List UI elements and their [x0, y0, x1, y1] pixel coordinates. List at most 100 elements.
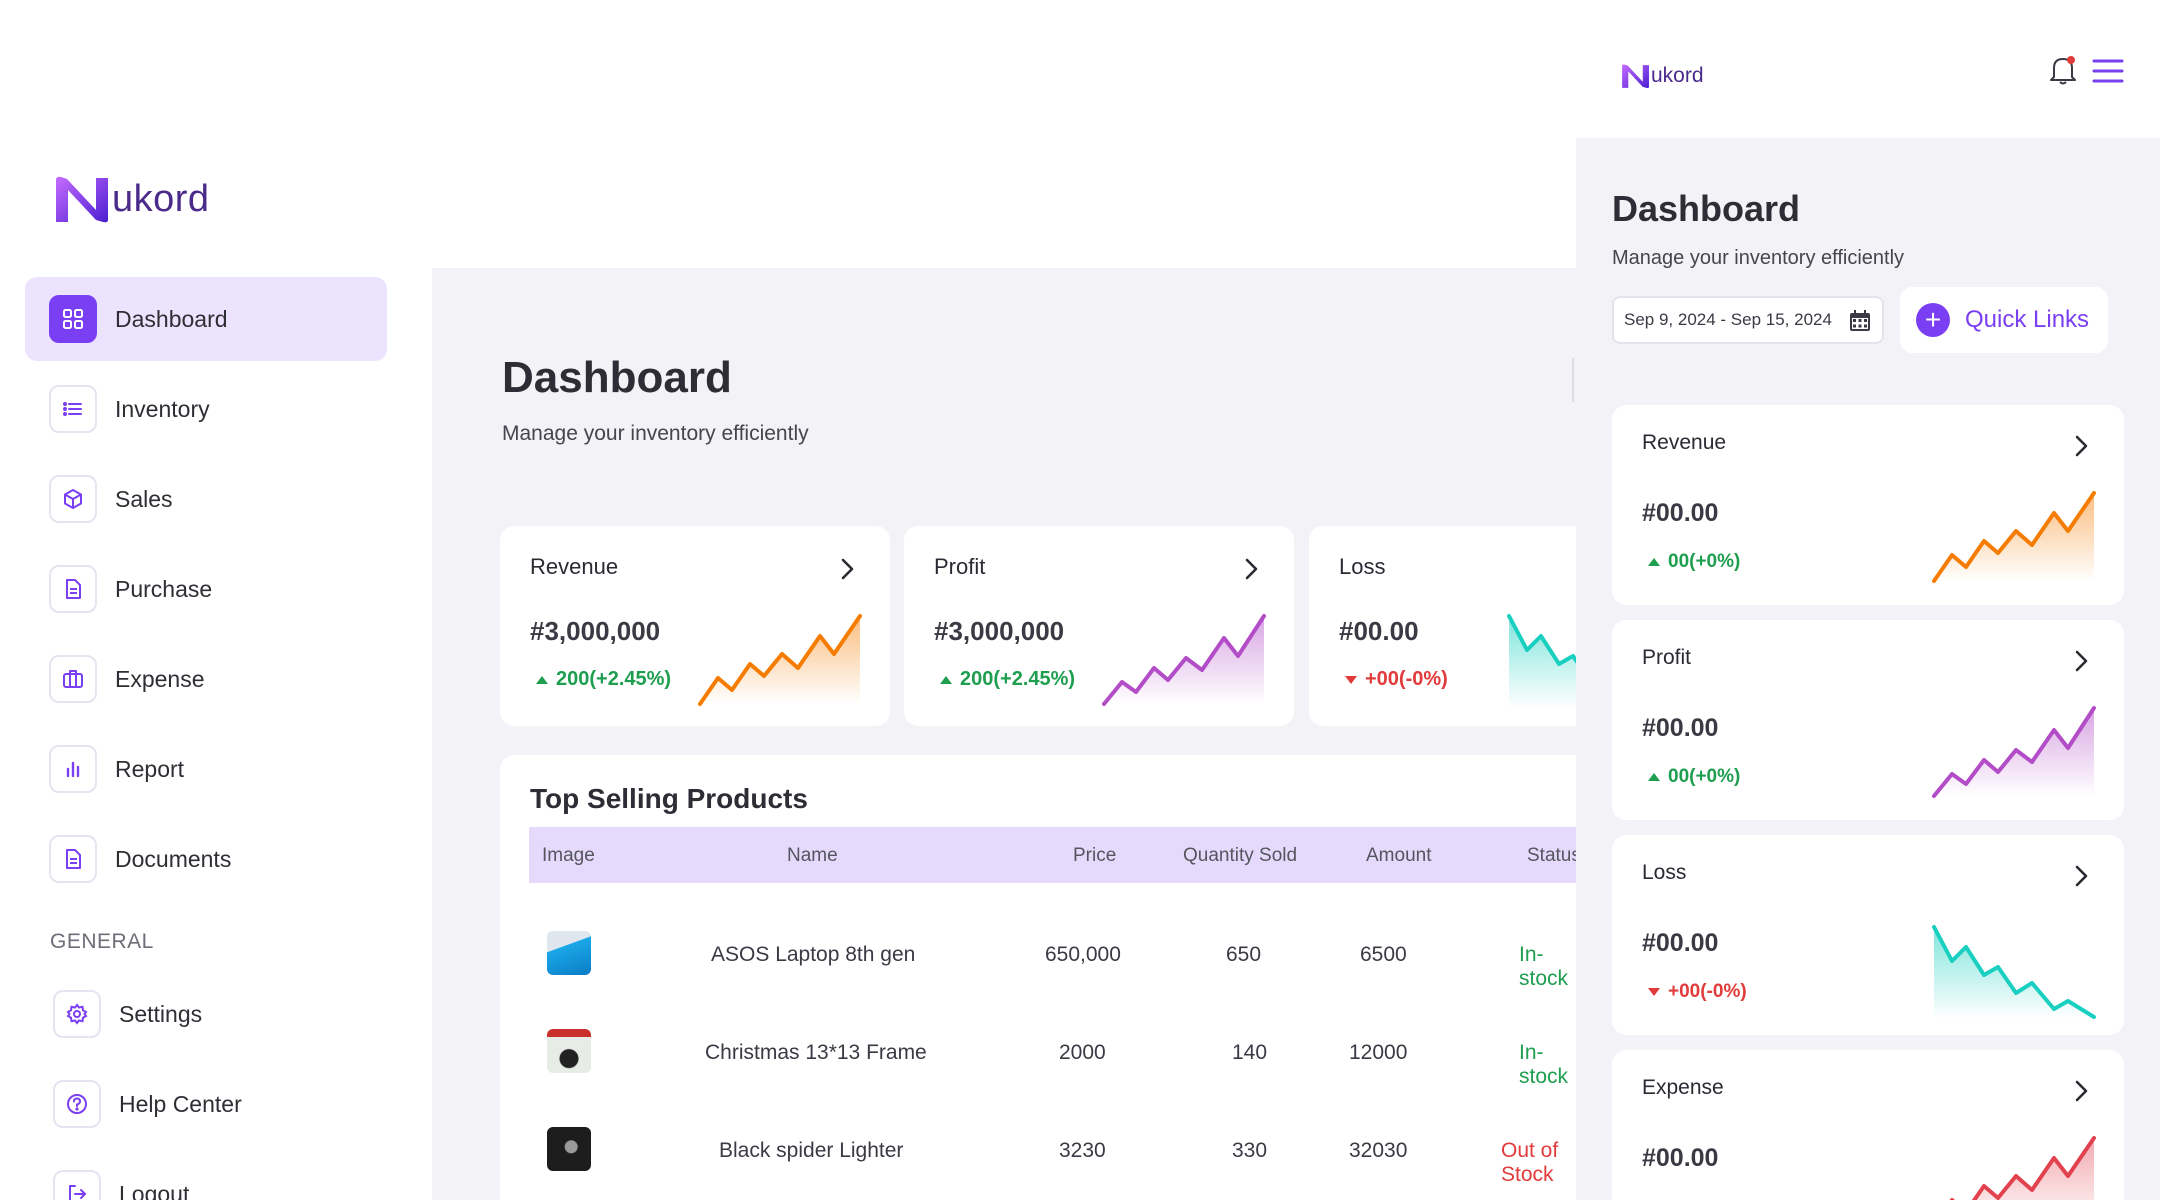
mobile-revenue-card[interactable]: Revenue #00.00 00(+0%) — [1612, 405, 2124, 605]
brand-name: ukord — [1651, 64, 1704, 87]
mobile-loss-sparkline — [1932, 925, 2096, 1019]
card-title: Profit — [1642, 646, 1692, 669]
mobile-top-bar: ukord — [1576, 0, 2160, 138]
sidebar-item-label: Inventory — [115, 395, 210, 422]
sidebar-item-inventory[interactable]: Inventory — [25, 367, 387, 451]
page-title: Dashboard — [502, 353, 732, 402]
product-amount: 6500 — [1360, 943, 1407, 966]
down-arrow-icon — [1345, 675, 1357, 684]
mobile-page-subtitle: Manage your inventory efficiently — [1612, 247, 1905, 269]
document-icon — [49, 835, 97, 883]
chevron-right-icon[interactable] — [1238, 556, 1264, 582]
column-header-amount: Amount — [1366, 845, 1432, 866]
sidebar-item-sales[interactable]: Sales — [25, 457, 387, 541]
brand-name: ukord — [112, 177, 210, 220]
date-range-picker[interactable]: Sep 9, 2024 - Sep 15, 2024 — [1612, 296, 1884, 344]
brand-logo[interactable]: ukord — [52, 174, 210, 224]
mobile-brand-logo[interactable]: ukord — [1620, 62, 1704, 90]
table-row[interactable]: ASOS Laptop 8th gen 650,000 650 6500 In-… — [529, 905, 1576, 1003]
product-quantity: 330 — [1232, 1139, 1268, 1162]
card-value: #00.00 — [1339, 616, 1419, 646]
column-header-quantity-sold: Quantity Sold — [1183, 845, 1298, 866]
product-price: 2000 — [1059, 1041, 1106, 1064]
card-delta: 200(+2.45%) — [536, 668, 671, 691]
chevron-right-icon[interactable] — [2068, 1078, 2094, 1104]
column-header-price: Price — [1073, 845, 1117, 866]
quick-links-label: Quick Links — [1965, 306, 2090, 333]
status-badge: In-stock — [1519, 943, 1569, 990]
loss-sparkline — [1507, 614, 1576, 708]
card-title: Loss — [1642, 861, 1687, 884]
plus-icon: + — [1916, 303, 1950, 337]
sidebar-item-report[interactable]: Report — [25, 727, 387, 811]
gear-icon — [53, 990, 101, 1038]
sidebar-item-dashboard[interactable]: Dashboard — [25, 277, 387, 361]
table-row[interactable]: Black spider Lighter 3230 330 32030 Out … — [529, 1101, 1576, 1199]
chevron-right-icon[interactable] — [2068, 863, 2094, 889]
calendar-icon — [1850, 310, 1870, 331]
product-name: Black spider Lighter — [719, 1139, 904, 1162]
column-header-status: Status — [1527, 845, 1576, 866]
sidebar-item-settings[interactable]: Settings — [25, 972, 387, 1056]
chevron-right-icon[interactable] — [2068, 648, 2094, 674]
briefcase-icon — [49, 655, 97, 703]
card-value: #3,000,000 — [934, 616, 1065, 646]
product-image — [547, 1029, 591, 1073]
sidebar-item-expense[interactable]: Expense — [25, 637, 387, 721]
sidebar-item-documents[interactable]: Documents — [25, 817, 387, 901]
card-title: Revenue — [1642, 431, 1727, 454]
loss-card[interactable]: Loss #00.00 +00(-0%) — [1309, 526, 1576, 726]
sidebar-item-label: Report — [115, 755, 185, 782]
product-price: 650,000 — [1045, 943, 1121, 966]
page-subtitle: Manage your inventory efficiently — [502, 422, 809, 445]
sidebar-item-label: Sales — [115, 485, 173, 512]
hamburger-menu-icon[interactable] — [2092, 58, 2124, 84]
mobile-expense-sparkline — [1949, 1136, 2096, 1200]
revenue-sparkline — [698, 614, 862, 706]
sidebar-item-label: Documents — [115, 845, 232, 872]
main-content: Dashboard Manage your inventory efficien… — [432, 268, 1576, 1200]
sidebar-item-label: Dashboard — [115, 305, 228, 332]
sidebar-item-purchase[interactable]: Purchase — [25, 547, 387, 631]
card-value: #00.00 — [1642, 714, 1719, 742]
revenue-card[interactable]: Revenue #3,000,000 200(+2.45%) — [500, 526, 890, 726]
top-selling-table-card: Top Selling Products Image Name Price Qu… — [500, 755, 1576, 1200]
quick-links-button[interactable]: + Quick Links — [1900, 287, 2108, 353]
sidebar-general-nav: Settings Help Center Logout — [25, 972, 387, 1200]
product-price: 3230 — [1059, 1139, 1106, 1162]
sidebar-item-logout[interactable]: Logout — [25, 1152, 387, 1200]
card-delta: +00(-0%) — [1648, 981, 1747, 1003]
card-title: Expense — [1642, 1076, 1724, 1099]
card-delta: +00(-0%) — [1345, 668, 1448, 691]
product-image — [547, 931, 591, 975]
sidebar-item-help-center[interactable]: Help Center — [25, 1062, 387, 1146]
product-quantity: 140 — [1232, 1041, 1268, 1064]
product-name: Christmas 13*13 Frame — [705, 1041, 927, 1064]
card-value: #3,000,000 — [530, 616, 661, 646]
chevron-right-icon[interactable] — [2068, 433, 2094, 459]
card-delta: 200(+2.45%) — [940, 668, 1075, 691]
column-header-image: Image — [542, 845, 595, 866]
sidebar-item-label: Expense — [115, 665, 205, 692]
mobile-profit-sparkline — [1932, 706, 2096, 798]
card-value: #00.00 — [1642, 929, 1719, 957]
grid-icon — [49, 295, 97, 343]
profit-card[interactable]: Profit #3,000,000 200(+2.45%) — [904, 526, 1294, 726]
up-arrow-icon — [940, 675, 952, 684]
list-icon — [49, 385, 97, 433]
bell-icon[interactable] — [2048, 54, 2078, 86]
chevron-right-icon[interactable] — [834, 556, 860, 582]
up-arrow-icon — [1648, 558, 1660, 566]
up-arrow-icon — [536, 675, 548, 684]
down-arrow-icon — [1648, 988, 1660, 996]
document-icon — [49, 565, 97, 613]
mobile-profit-card[interactable]: Profit #00.00 00(+0%) — [1612, 620, 2124, 820]
mobile-loss-card[interactable]: Loss #00.00 +00(-0%) — [1612, 835, 2124, 1035]
table-row[interactable]: Christmas 13*13 Frame 2000 140 12000 In-… — [529, 1003, 1576, 1101]
sidebar-section-label: GENERAL — [50, 930, 154, 953]
mobile-page-title: Dashboard — [1612, 188, 1801, 229]
sidebar-item-label: Settings — [119, 1000, 203, 1027]
mobile-expense-card[interactable]: Expense #00.00 — [1612, 1050, 2124, 1200]
box-icon — [49, 475, 97, 523]
up-arrow-icon — [1648, 773, 1660, 781]
